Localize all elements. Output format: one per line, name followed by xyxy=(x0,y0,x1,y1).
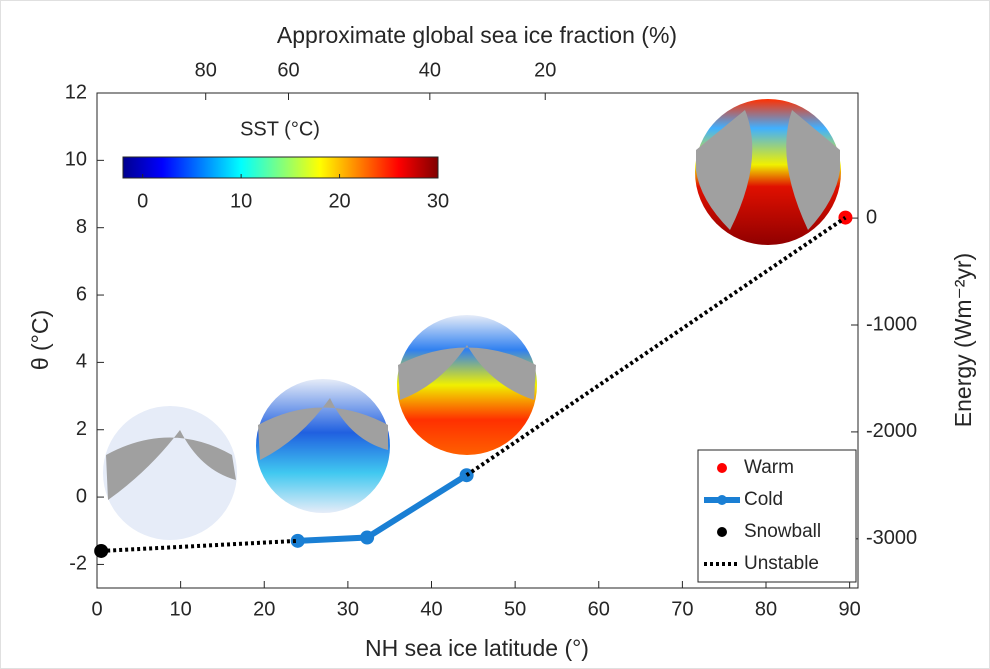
x-tick-label: 0 xyxy=(91,598,102,620)
colorbar-tick-label: 30 xyxy=(427,190,449,212)
y2-tick-label: -1000 xyxy=(866,313,917,335)
y-tick-label: 10 xyxy=(65,149,87,171)
legend-label: Snowball xyxy=(744,521,821,542)
y-tick-label: 8 xyxy=(76,216,87,238)
x-tick-label: 40 xyxy=(420,598,442,620)
legend-marker xyxy=(717,495,727,505)
x2-tick-label: 20 xyxy=(534,59,556,81)
globe xyxy=(695,99,841,245)
y2-label: Energy (Wm⁻²yr) xyxy=(950,253,976,427)
y2-tick-label: 0 xyxy=(866,206,877,228)
y2-tick-label: -2000 xyxy=(866,420,917,442)
y-label: θ (°C) xyxy=(27,310,53,370)
y-tick-label: 0 xyxy=(76,485,87,507)
legend-label: Unstable xyxy=(744,553,819,574)
y-tick-label: -2 xyxy=(69,553,87,575)
legend-marker xyxy=(717,527,727,537)
globe xyxy=(103,406,237,540)
x-tick-label: 30 xyxy=(337,598,359,620)
y2-tick-label: -3000 xyxy=(866,527,917,549)
colorbar xyxy=(122,156,439,179)
point xyxy=(290,533,305,548)
x2-label: Approximate global sea ice fraction (%) xyxy=(277,22,677,48)
colorbar-tick-label: 20 xyxy=(328,190,350,212)
y-tick-label: 2 xyxy=(76,418,87,440)
x-label: NH sea ice latitude (°) xyxy=(365,635,589,661)
x-tick-label: 70 xyxy=(671,598,693,620)
x-tick-label: 10 xyxy=(170,598,192,620)
point xyxy=(360,530,375,545)
globe xyxy=(256,379,390,513)
y-tick-label: 4 xyxy=(76,351,87,373)
globe xyxy=(397,315,537,455)
x2-tick-label: 40 xyxy=(419,59,441,81)
legend-label: Cold xyxy=(744,489,783,510)
colorbar-tick-label: 0 xyxy=(137,190,148,212)
legend-marker xyxy=(717,463,727,473)
x2-tick-label: 80 xyxy=(195,59,217,81)
x-tick-label: 80 xyxy=(755,598,777,620)
globes xyxy=(103,99,841,540)
axes-box xyxy=(96,92,859,589)
y-tick-label: 12 xyxy=(65,81,87,103)
y-tick-label: 6 xyxy=(76,283,87,305)
x-tick-label: 90 xyxy=(839,598,861,620)
colorbar-title: SST (°C) xyxy=(240,118,320,140)
legend-label: Warm xyxy=(744,457,794,478)
series-line xyxy=(101,215,847,553)
x2-tick-label: 60 xyxy=(277,59,299,81)
x-tick-label: 20 xyxy=(253,598,275,620)
x-tick-label: 60 xyxy=(588,598,610,620)
colorbar-tick-label: 10 xyxy=(230,190,252,212)
x-tick-label: 50 xyxy=(504,598,526,620)
